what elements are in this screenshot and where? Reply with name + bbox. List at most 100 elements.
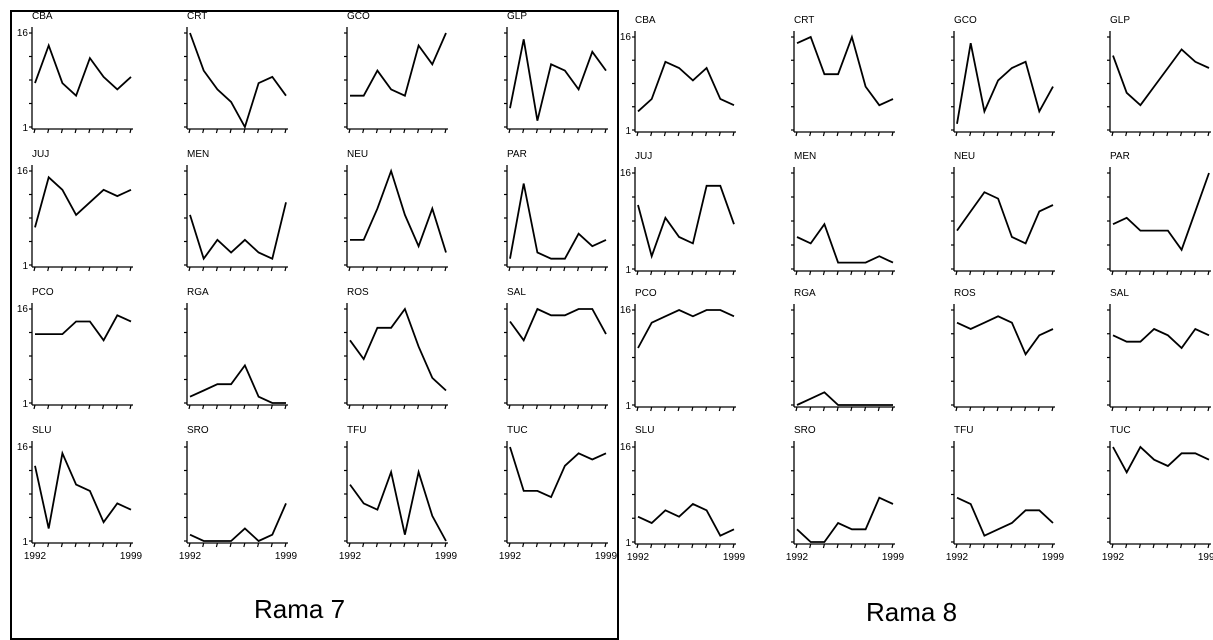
series-line <box>189 32 287 130</box>
series-line <box>637 60 735 113</box>
series-line <box>509 39 607 121</box>
chart-title: ROS <box>954 288 976 299</box>
x-tick <box>718 270 721 276</box>
x-tick <box>1138 406 1142 412</box>
x-tick <box>969 270 972 276</box>
x-tick <box>1010 543 1013 549</box>
x-tick <box>284 128 287 134</box>
series-line <box>796 222 894 264</box>
x-tick <box>1051 543 1054 549</box>
chart-title: GCO <box>954 15 977 26</box>
x-tick <box>1152 131 1155 137</box>
x-tick <box>1138 131 1142 137</box>
x-tick <box>88 128 91 134</box>
series-line <box>1112 445 1210 475</box>
x-tick <box>955 543 958 549</box>
chart-title: MEN <box>187 149 209 160</box>
rama-7-title: Rama 7 <box>254 594 346 624</box>
x-tick <box>1037 270 1040 276</box>
chart-title: PCO <box>635 288 657 299</box>
x-tick <box>522 542 525 548</box>
x-tick <box>1193 270 1196 276</box>
x-tick <box>508 542 511 548</box>
chart-title: TUC <box>507 425 528 436</box>
x-tick <box>256 404 260 410</box>
x-tick-label-start: 1992 <box>946 552 969 563</box>
x-tick <box>1051 406 1054 412</box>
small-chart-par: PAR <box>1107 151 1211 276</box>
x-tick <box>604 128 607 134</box>
x-tick <box>1125 131 1128 137</box>
x-tick <box>535 128 539 134</box>
x-tick <box>877 131 880 137</box>
x-tick <box>101 128 105 134</box>
y-tick-label-bottom: 1 <box>22 399 28 410</box>
x-tick <box>604 404 607 410</box>
x-tick <box>955 270 958 276</box>
x-tick <box>1138 543 1142 549</box>
x-tick <box>389 404 392 410</box>
x-tick <box>863 270 867 276</box>
series-line <box>34 450 132 529</box>
x-tick <box>1125 406 1128 412</box>
x-tick <box>891 543 894 549</box>
x-tick <box>1166 270 1169 276</box>
x-tick-label-end: 1999 <box>882 552 905 563</box>
x-tick <box>256 266 260 272</box>
chart-title: NEU <box>347 149 368 160</box>
x-tick <box>1152 543 1155 549</box>
x-tick <box>691 543 694 549</box>
series-line <box>956 315 1054 357</box>
series-line <box>1112 327 1210 350</box>
x-tick <box>243 542 246 548</box>
x-tick <box>362 542 365 548</box>
x-tick <box>677 406 680 412</box>
series-line <box>189 503 287 543</box>
x-tick <box>101 542 105 548</box>
x-tick <box>188 266 191 272</box>
x-tick <box>88 266 91 272</box>
x-tick-label-end: 1999 <box>723 552 746 563</box>
x-tick <box>129 404 132 410</box>
chart-title: TFU <box>347 425 366 436</box>
series-line <box>637 502 735 537</box>
x-tick <box>430 404 433 410</box>
x-tick <box>1207 131 1210 137</box>
x-tick <box>74 404 77 410</box>
x-tick <box>822 406 826 412</box>
chart-title: SLU <box>635 425 654 436</box>
x-tick-label-end: 1999 <box>120 551 143 562</box>
x-tick-label-end: 1999 <box>275 551 298 562</box>
x-tick <box>1111 131 1114 137</box>
x-tick <box>416 542 420 548</box>
x-tick <box>877 270 880 276</box>
small-chart-ros: ROS <box>951 288 1055 412</box>
x-tick <box>256 542 260 548</box>
x-tick <box>1037 131 1040 137</box>
x-tick <box>732 270 735 276</box>
series-line <box>637 184 735 260</box>
x-tick <box>229 128 232 134</box>
chart-title: SRO <box>794 425 816 436</box>
series-line <box>350 32 447 97</box>
x-tick <box>850 406 853 412</box>
chart-title: CRT <box>794 15 814 26</box>
x-tick <box>691 270 694 276</box>
x-tick <box>604 542 607 548</box>
x-tick <box>115 128 118 134</box>
y-tick-label-top: 16 <box>17 304 29 315</box>
x-tick <box>129 266 132 272</box>
x-tick <box>563 542 566 548</box>
x-tick <box>115 266 118 272</box>
x-tick <box>663 270 667 276</box>
chart-title: GLP <box>507 11 527 22</box>
x-tick <box>636 543 639 549</box>
x-tick <box>243 128 246 134</box>
x-tick <box>576 542 580 548</box>
x-tick <box>115 542 118 548</box>
x-tick <box>1179 543 1183 549</box>
x-tick <box>348 404 351 410</box>
